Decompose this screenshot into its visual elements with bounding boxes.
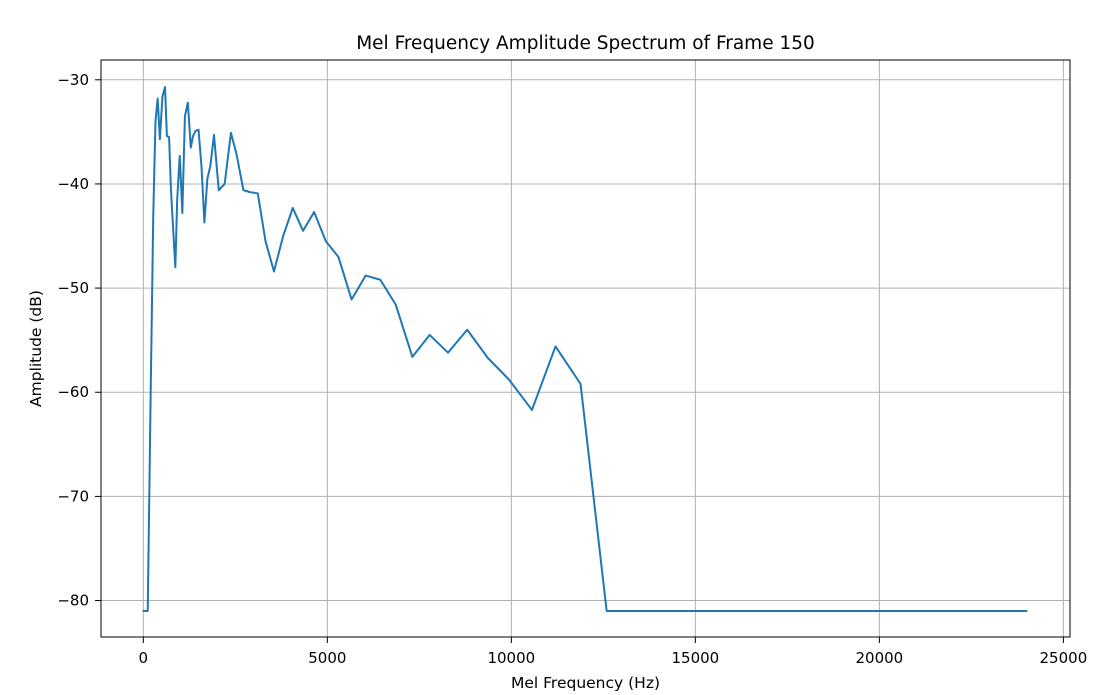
y-tick-label: −70: [57, 487, 89, 505]
y-tick-label: −40: [57, 175, 89, 193]
chart-title: Mel Frequency Amplitude Spectrum of Fram…: [356, 33, 815, 54]
x-tick-label: 15000: [671, 649, 719, 667]
x-tick-label: 20000: [856, 649, 904, 667]
y-tick-label: −50: [57, 279, 89, 297]
y-tick-label: −60: [57, 383, 89, 401]
series-line: [142, 86, 1028, 612]
x-tick-label: 0: [139, 649, 149, 667]
grid-lines: [101, 60, 1070, 637]
y-axis-label: Amplitude (dB): [27, 290, 45, 407]
y-tick-label: −80: [57, 592, 89, 610]
x-tick-label: 25000: [1040, 649, 1088, 667]
x-tick-label: 10000: [487, 649, 535, 667]
y-tick-label: −30: [57, 71, 89, 89]
x-tick-label: 5000: [308, 649, 346, 667]
x-axis-label: Mel Frequency (Hz): [511, 674, 660, 692]
tick-layer: 0 5000 10000 15000 20000 25000 −30 −40 −50 −60 −70…: [57, 71, 1087, 667]
plot-frame: [100, 59, 1071, 638]
series-layer: [142, 86, 1028, 612]
